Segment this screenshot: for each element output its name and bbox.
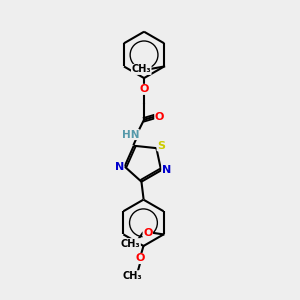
Text: CH₃: CH₃ [123, 271, 142, 281]
Text: N: N [162, 165, 171, 175]
Text: HN: HN [122, 130, 139, 140]
Text: CH₃: CH₃ [121, 238, 140, 249]
Text: S: S [157, 141, 165, 151]
Text: O: O [155, 112, 164, 122]
Text: N: N [115, 161, 124, 172]
Text: O: O [140, 84, 149, 94]
Text: O: O [143, 228, 152, 238]
Text: O: O [135, 254, 145, 263]
Text: CH₃: CH₃ [131, 64, 151, 74]
